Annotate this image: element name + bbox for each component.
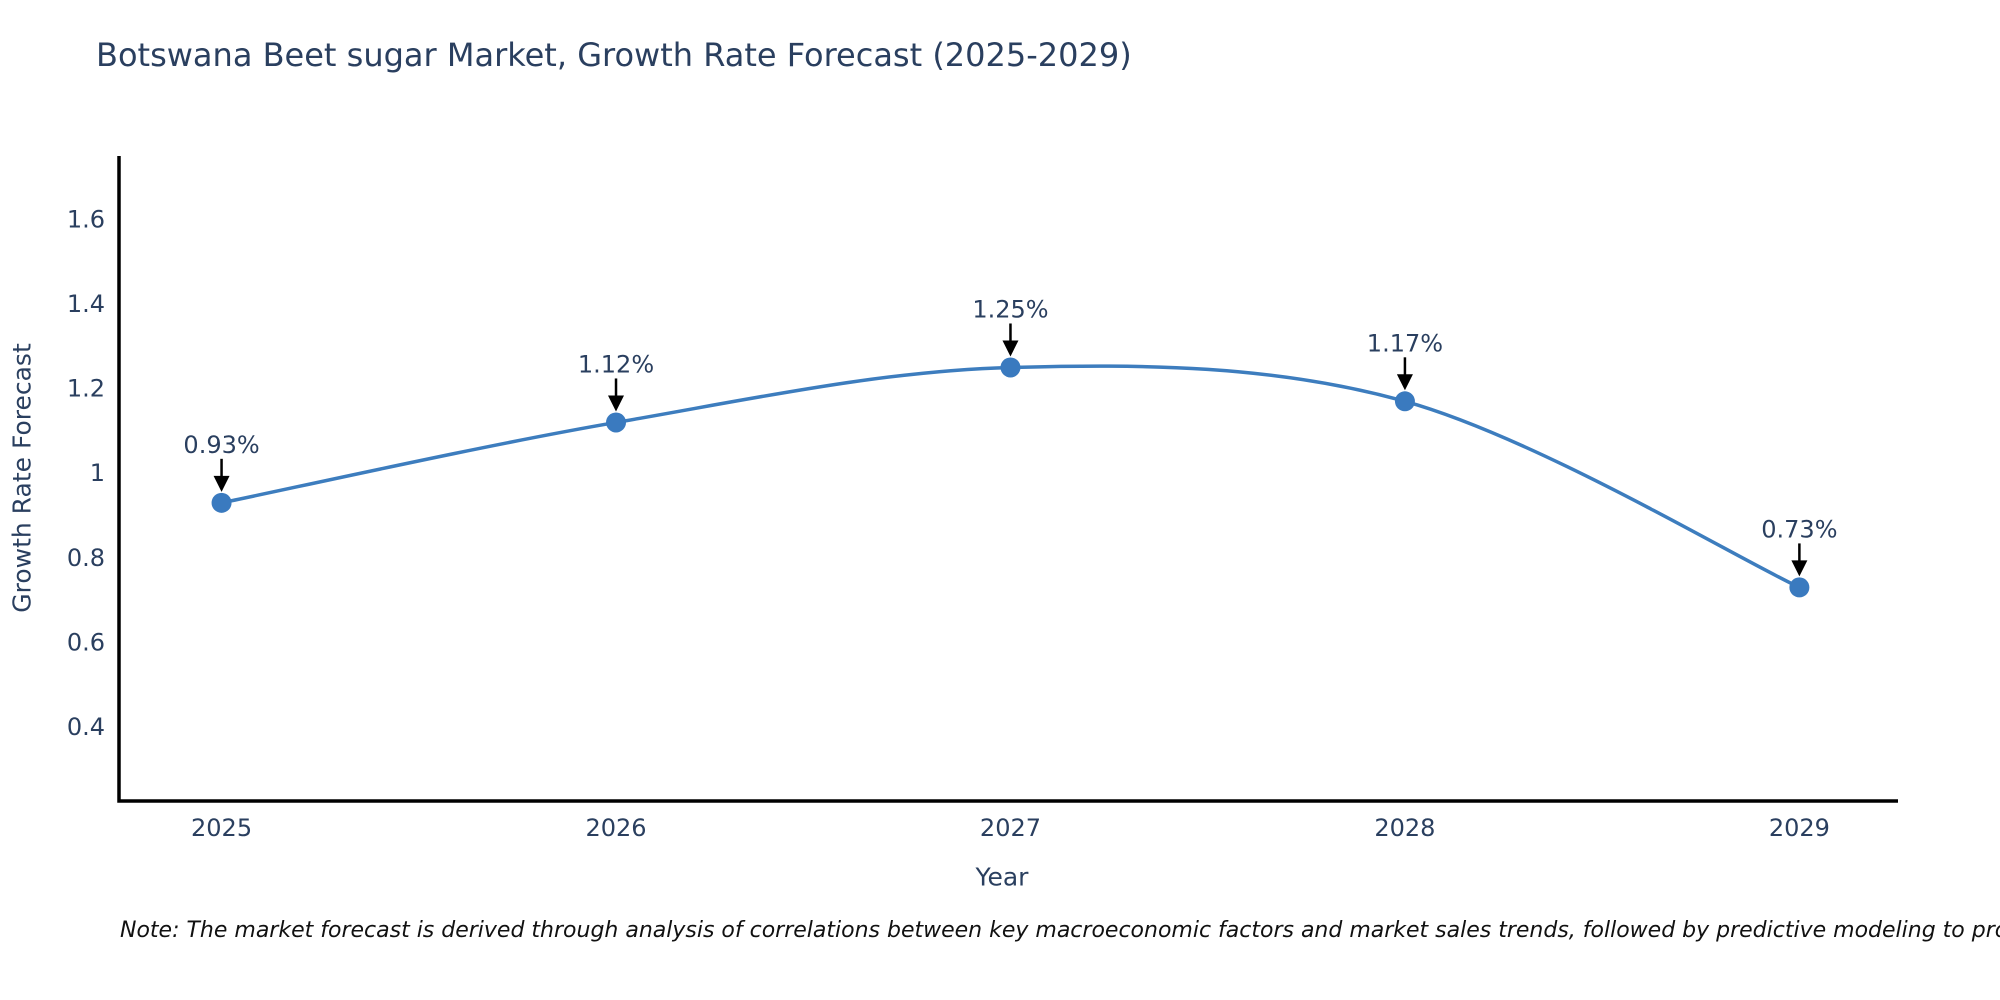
annotation-arrowhead-2027 (1002, 340, 1019, 357)
data-point-2025 (211, 492, 232, 513)
x-tick-label-2029: 2029 (1769, 814, 1830, 842)
trend-line (219, 364, 1802, 590)
annotation-label-2029: 0.73% (1761, 515, 1837, 543)
data-point-2026 (606, 412, 627, 433)
annotation-label-2028: 1.17% (1367, 329, 1443, 357)
y-tick-label-0.6: 0.6 (67, 628, 105, 656)
axis-lines (117, 156, 1898, 803)
annotation-label-2027: 1.25% (972, 295, 1048, 323)
data-point-2028 (1394, 391, 1415, 412)
y-tick-label-1.6: 1.6 (67, 205, 105, 233)
x-axis-title: Year (975, 862, 1029, 892)
x-tick-label-2025: 2025 (191, 814, 252, 842)
y-tick-label-0.8: 0.8 (67, 544, 105, 572)
annotation-arrowhead-2025 (213, 475, 230, 492)
annotation-arrowhead-2029 (1791, 560, 1808, 577)
x-tick-label-2028: 2028 (1374, 814, 1435, 842)
x-tick-label-2026: 2026 (585, 814, 646, 842)
annotation-arrowhead-2028 (1396, 374, 1413, 391)
y-tick-label-1: 1 (90, 459, 105, 487)
annotation-label-2025: 0.93% (183, 431, 259, 459)
footnote: Note: The market forecast is derived thr… (120, 918, 2000, 943)
y-tick-label-1.2: 1.2 (67, 375, 105, 403)
data-point-2029 (1789, 577, 1810, 598)
y-tick-label-0.4: 0.4 (67, 713, 105, 741)
annotation-arrowhead-2026 (608, 395, 625, 412)
x-tick-label-2027: 2027 (980, 814, 1041, 842)
chart-title: Botswana Beet sugar Market, Growth Rate … (96, 36, 1132, 74)
y-axis-title: Growth Rate Forecast (7, 343, 37, 613)
annotation-label-2026: 1.12% (578, 350, 654, 378)
y-tick-label-1.4: 1.4 (67, 290, 105, 318)
data-point-2027 (1000, 357, 1021, 378)
